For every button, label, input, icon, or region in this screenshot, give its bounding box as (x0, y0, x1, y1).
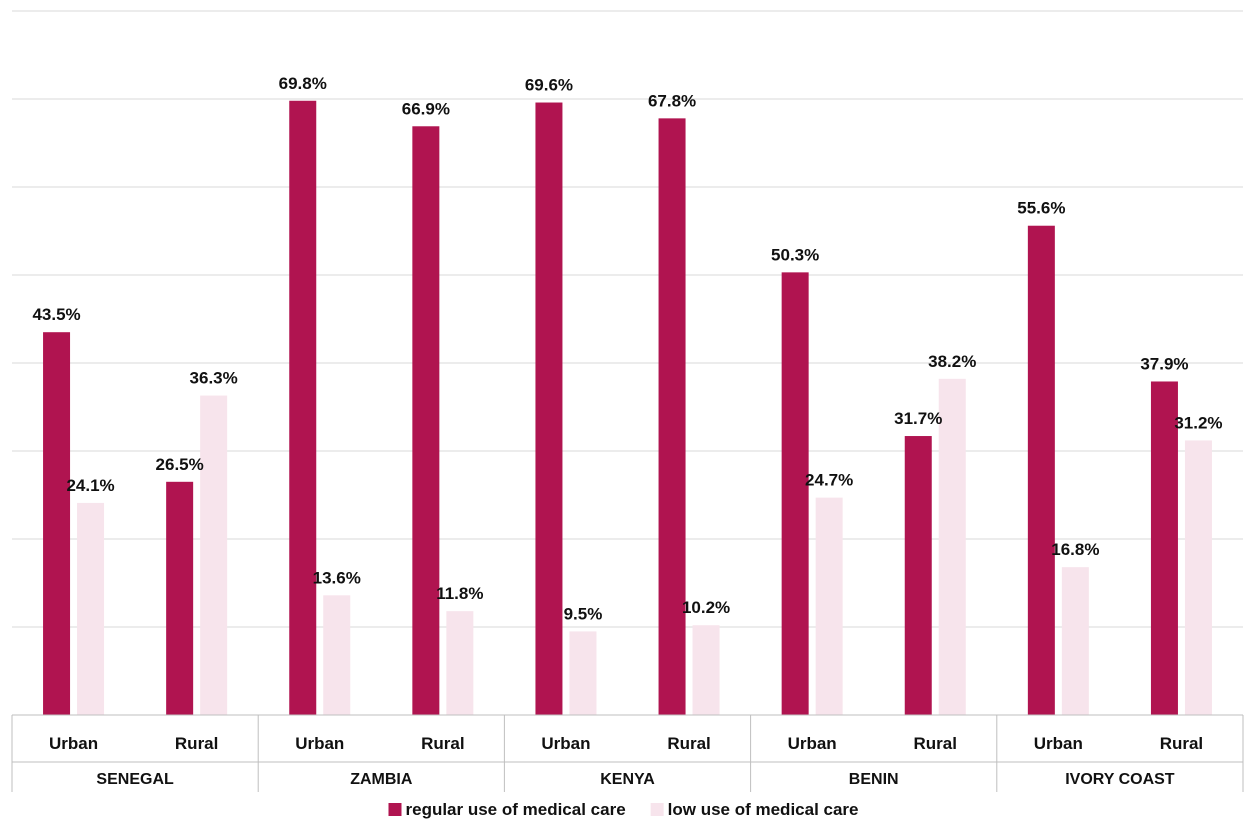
bar (781, 272, 809, 715)
bar (43, 332, 71, 715)
bar (412, 126, 440, 715)
x-tick-label: Urban (49, 734, 98, 753)
x-tick-label: Rural (175, 734, 218, 753)
legend-label: low use of medical care (668, 800, 859, 819)
x-tick-label: Urban (1034, 734, 1083, 753)
data-label: 31.2% (1174, 413, 1222, 432)
data-label: 9.5% (564, 604, 603, 623)
x-tick-label: Rural (667, 734, 710, 753)
data-label: 50.3% (771, 245, 819, 264)
x-tick-label: Urban (295, 734, 344, 753)
legend-swatch (388, 803, 402, 816)
data-label: 31.7% (894, 409, 942, 428)
data-label: 13.6% (313, 568, 361, 587)
bar (569, 631, 597, 715)
bar (289, 100, 317, 715)
group-label: KENYA (600, 771, 655, 788)
data-label: 37.9% (1140, 354, 1188, 373)
bar (1184, 440, 1212, 715)
data-label: 36.3% (190, 369, 238, 388)
bar (200, 395, 228, 715)
legend-item: regular use of medical care (388, 800, 626, 819)
group-label: IVORY COAST (1065, 771, 1175, 788)
x-tick-label: Rural (914, 734, 957, 753)
x-tick-label: Urban (541, 734, 590, 753)
bar (692, 625, 720, 715)
data-label: 24.1% (66, 476, 114, 495)
x-tick-label: Urban (788, 734, 837, 753)
bar (938, 378, 966, 715)
bar (658, 118, 686, 716)
bar (166, 481, 194, 715)
data-label: 67.8% (648, 91, 696, 110)
data-label: 69.8% (279, 74, 327, 93)
data-label: 11.8% (436, 584, 483, 603)
data-label: 26.5% (156, 455, 204, 474)
bar (535, 102, 563, 715)
data-label: 10.2% (682, 598, 730, 617)
x-tick-label: Rural (1160, 734, 1203, 753)
x-axis: Urban Rural Urban Rural Urban Rural Urban Rural… (11, 714, 1244, 792)
legend: regular use of medical care low use of me… (388, 800, 859, 819)
group-label: SENEGAL (96, 771, 174, 788)
bar (1061, 567, 1089, 715)
data-labels: 43.5% 24.1% 26.5% 36.3% 69.8% 13.6% 66.9% 11.8%… (32, 74, 1222, 624)
bar (904, 436, 932, 715)
x-tick-label: Rural (421, 734, 464, 753)
grid-lines (12, 10, 1243, 628)
bar (446, 611, 474, 715)
group-label: BENIN (849, 771, 899, 788)
data-label: 38.2% (928, 352, 976, 371)
bars (43, 100, 1212, 716)
data-label: 69.6% (525, 76, 573, 95)
data-label: 66.9% (402, 99, 450, 118)
data-label: 24.7% (805, 471, 853, 490)
legend-label: regular use of medical care (405, 800, 625, 819)
legend-item: low use of medical care (650, 800, 859, 819)
group-label: ZAMBIA (350, 771, 413, 788)
data-label: 43.5% (32, 305, 80, 324)
legend-swatch (650, 803, 664, 816)
bar (1027, 225, 1055, 715)
bar (77, 502, 105, 715)
data-label: 16.8% (1051, 540, 1099, 559)
bar (1150, 381, 1178, 715)
bar (815, 497, 843, 715)
bar (323, 595, 351, 715)
data-label: 55.6% (1017, 199, 1065, 218)
